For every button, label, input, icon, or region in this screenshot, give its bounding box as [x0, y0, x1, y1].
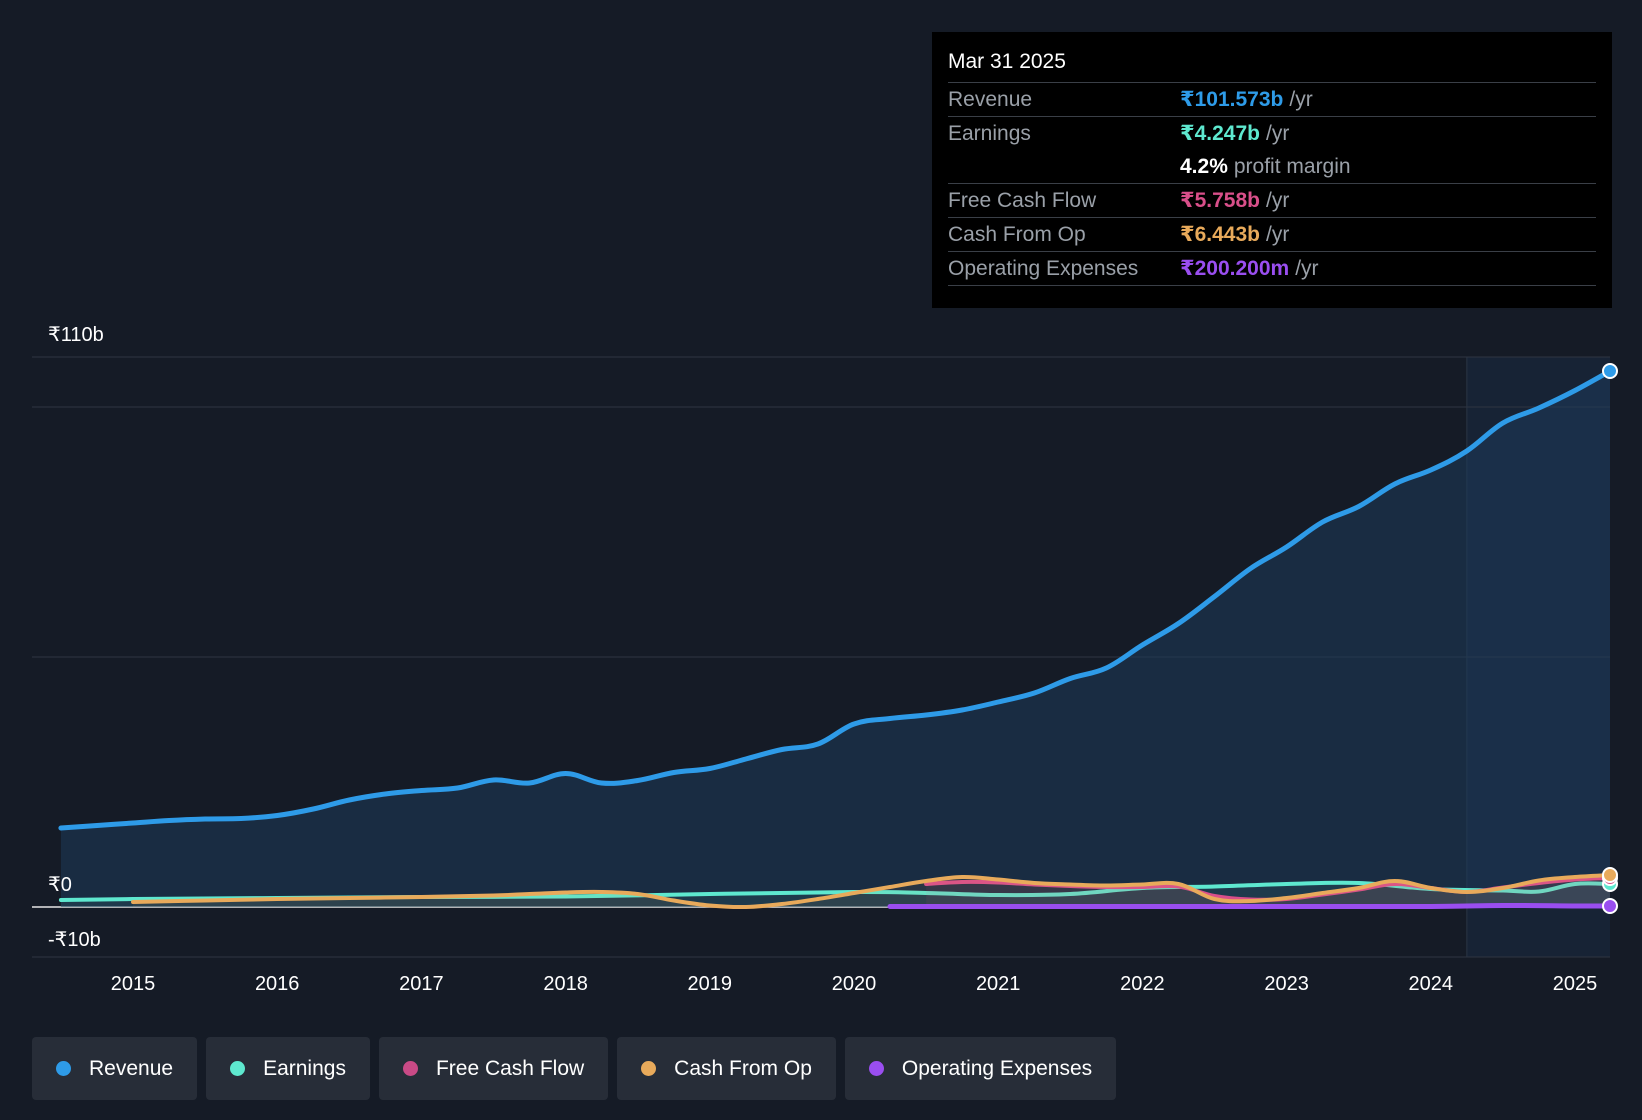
legend-label: Revenue: [89, 1056, 174, 1080]
tooltip-row: 4.2% profit margin: [948, 150, 1596, 183]
data-tooltip: Mar 31 2025 Revenue ₹101.573b/yr Earnings ₹…: [932, 32, 1612, 308]
tooltip-row-label: Earnings: [948, 122, 1031, 145]
tooltip-row-label: Revenue: [948, 88, 1033, 111]
tooltip-row: Revenue ₹101.573b/yr: [948, 82, 1596, 116]
x-axis-label: 2022: [1120, 973, 1165, 995]
tooltip-row-unit: /yr: [1289, 88, 1313, 111]
tooltip-row-unit: /yr: [1266, 122, 1290, 145]
legend: Revenue Earnings Free Cash Flow Cash From O…: [32, 1037, 1125, 1100]
tooltip-row-unit: /yr: [1266, 223, 1290, 246]
y-axis-label: ₹0: [48, 874, 72, 896]
x-axis-label: 2023: [1264, 973, 1309, 995]
legend-dot-icon: [56, 1061, 71, 1076]
x-axis-label: 2016: [255, 973, 300, 995]
tooltip-row-value: ₹5.758b: [1180, 189, 1260, 212]
tooltip-row-value: ₹4.247b: [1180, 122, 1260, 145]
legend-label: Cash From Op: [674, 1056, 812, 1080]
legend-item[interactable]: Operating Expenses: [844, 1037, 1117, 1100]
legend-item[interactable]: Free Cash Flow: [378, 1037, 609, 1100]
tooltip-row: Earnings ₹4.247b/yr: [948, 116, 1596, 150]
legend-item[interactable]: Earnings: [206, 1037, 370, 1100]
tooltip-row: Cash From Op ₹6.443b/yr: [948, 217, 1596, 251]
tooltip-row-value: ₹200.200m: [1180, 257, 1290, 280]
legend-dot-icon: [641, 1061, 657, 1076]
tooltip-row: Operating Expenses ₹200.200m/yr: [948, 251, 1596, 285]
revenue-line: [58, 368, 1613, 831]
revenue-end-marker: [1602, 363, 1618, 379]
revenue-area: [60, 371, 1610, 907]
x-axis-label: 2020: [832, 973, 877, 995]
legend-item[interactable]: Revenue: [32, 1037, 198, 1100]
x-axis-label: 2019: [688, 973, 733, 995]
tooltip-row: Free Cash Flow ₹5.758b/yr: [948, 183, 1596, 217]
tooltip-row-value: 4.2%: [1180, 155, 1228, 178]
tooltip-row-unit: /yr: [1295, 257, 1319, 280]
legend-dot-icon: [868, 1061, 884, 1076]
tooltip-divider: [948, 285, 1596, 286]
tooltip-row-value: ₹6.443b: [1180, 223, 1260, 246]
tooltip-row-label: Cash From Op: [948, 223, 1086, 246]
x-axis-label: 2018: [543, 973, 588, 995]
tooltip-row-label: Operating Expenses: [948, 257, 1139, 280]
tooltip-date: Mar 31 2025: [948, 50, 1066, 73]
tooltip-row-label: [948, 150, 1180, 183]
y-axis-label: ₹110b: [48, 324, 104, 346]
operating-expenses-line: [887, 902, 1613, 910]
x-axis-label: 2015: [111, 973, 156, 995]
legend-label: Earnings: [263, 1056, 346, 1080]
x-axis-label: 2021: [976, 973, 1021, 995]
legend-label: Free Cash Flow: [435, 1056, 585, 1080]
y-axis-label: -₹10b: [48, 929, 101, 951]
tooltip-row-unit: profit margin: [1233, 155, 1351, 178]
legend-label: Operating Expenses: [901, 1056, 1093, 1080]
legend-item[interactable]: Cash From Op: [617, 1037, 836, 1100]
x-axis-label: 2017: [399, 973, 444, 995]
x-axis-label: 2025: [1553, 973, 1598, 995]
cash-from-op-end-marker: [1602, 867, 1618, 883]
legend-dot-icon: [230, 1061, 246, 1076]
tooltip-row-unit: /yr: [1266, 189, 1290, 212]
free-cash-flow-area: [926, 878, 1610, 907]
legend-dot-icon: [402, 1061, 418, 1076]
tooltip-row-value: ₹101.573b: [1180, 88, 1284, 111]
tooltip-row-label: Free Cash Flow: [948, 189, 1097, 212]
operating-expenses-end-marker: [1602, 898, 1618, 914]
cash-from-op-line: [131, 873, 1612, 910]
x-axis-label: 2024: [1409, 973, 1454, 995]
